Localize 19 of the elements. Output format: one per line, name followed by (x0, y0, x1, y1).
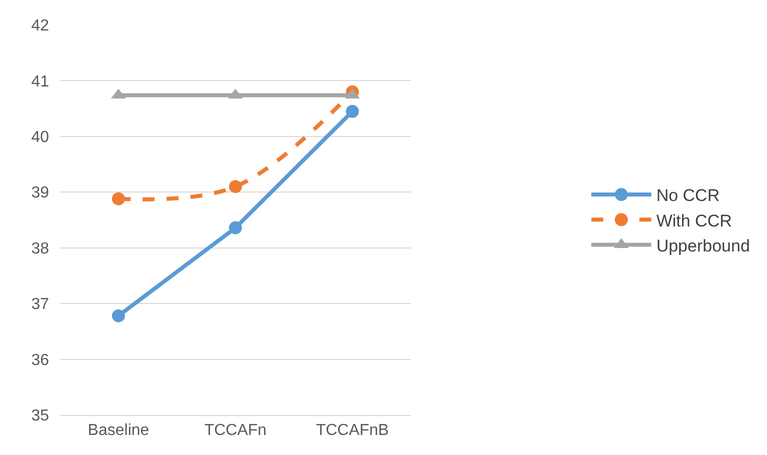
legend-label: With CCR (656, 211, 732, 230)
y-tick-label: 37 (31, 296, 50, 314)
y-tick-label: 35 (31, 408, 50, 425)
point (112, 309, 125, 322)
x-tick-label: TCCAFn (204, 422, 267, 440)
y-tick-label: 36 (31, 352, 50, 369)
legend-label: Upperbound (656, 236, 750, 256)
x-tick-label: Baseline (88, 422, 150, 440)
point (346, 104, 359, 118)
legend-label: No CCR (656, 186, 720, 206)
y-tick-label: 38 (31, 240, 50, 258)
x-tick-label: TCCAFnB (316, 422, 389, 440)
y-tick-label: 42 (31, 18, 50, 35)
y-tick-label: 41 (31, 73, 50, 90)
y-tick-label: 39 (31, 184, 50, 202)
y-tick-label: 40 (31, 129, 50, 146)
point (228, 180, 242, 194)
point (112, 192, 125, 206)
point (228, 221, 242, 234)
